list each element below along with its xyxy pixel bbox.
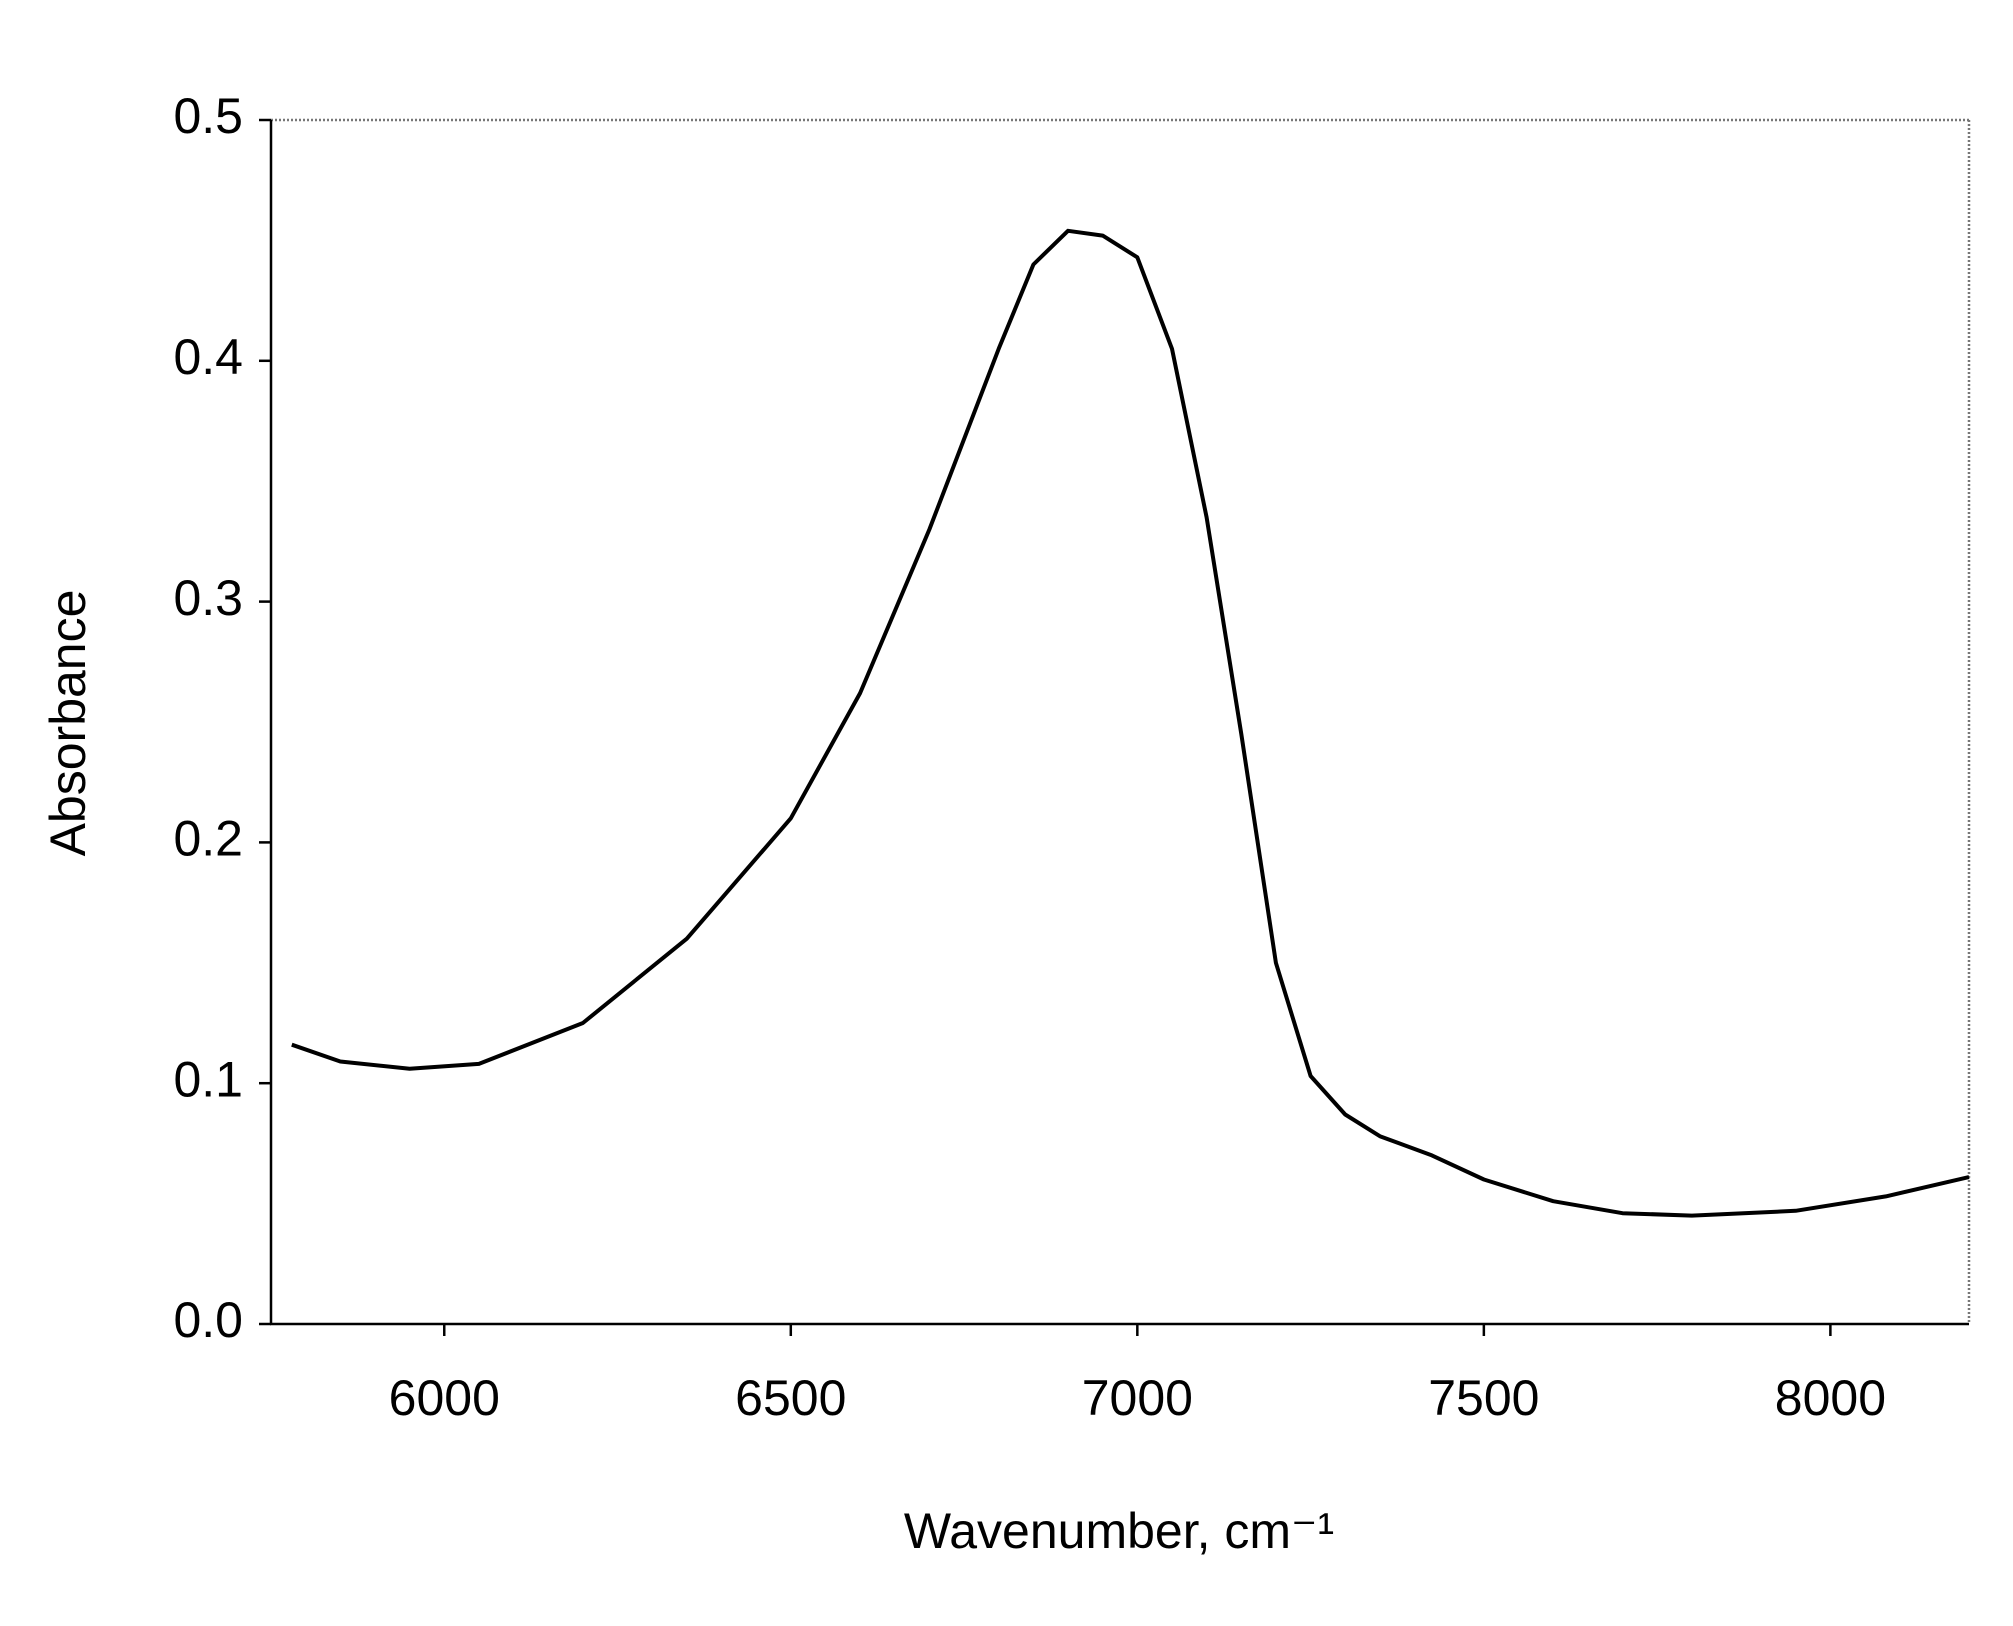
y-tick-label: 0.0 [173, 1292, 243, 1348]
x-axis-title: Wavenumber, cm⁻¹ [904, 1503, 1334, 1559]
x-tick-label: 6500 [735, 1370, 846, 1426]
y-tick-label: 0.4 [173, 329, 243, 385]
x-tick-label: 8000 [1775, 1370, 1886, 1426]
y-tick-label: 0.5 [173, 88, 243, 144]
y-axis-title: Absorbance [40, 590, 96, 857]
y-tick-label: 0.1 [173, 1051, 243, 1107]
x-tick-label: 7000 [1082, 1370, 1193, 1426]
x-tick-label: 6000 [389, 1370, 500, 1426]
y-tick-label: 0.2 [173, 811, 243, 867]
y-tick-label: 0.3 [173, 570, 243, 626]
data-line [291, 228, 1970, 1218]
x-tick-label: 7500 [1428, 1370, 1539, 1426]
